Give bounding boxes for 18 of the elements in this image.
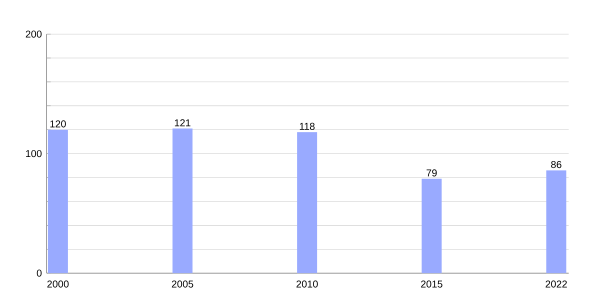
x-tick-label: 2005: [172, 280, 194, 288]
data-label: 121: [174, 119, 190, 126]
x-tick-label: 2015: [421, 280, 442, 288]
bar: [172, 128, 193, 274]
y-tick-label: 200: [26, 30, 42, 38]
data-label: 86: [551, 160, 562, 168]
x-tick-label: 2000: [47, 280, 69, 288]
bar: [48, 130, 68, 274]
y-tick-label: 100: [26, 150, 42, 158]
bar: [297, 132, 318, 274]
data-label: 120: [50, 120, 66, 128]
bar: [546, 170, 566, 274]
x-tick-label: 2010: [296, 280, 318, 288]
data-label: 118: [300, 122, 315, 130]
data-label: 79: [426, 169, 437, 176]
x-tick-label: 2022: [546, 280, 567, 288]
y-tick-label: 0: [36, 270, 42, 277]
bar: [422, 178, 442, 274]
